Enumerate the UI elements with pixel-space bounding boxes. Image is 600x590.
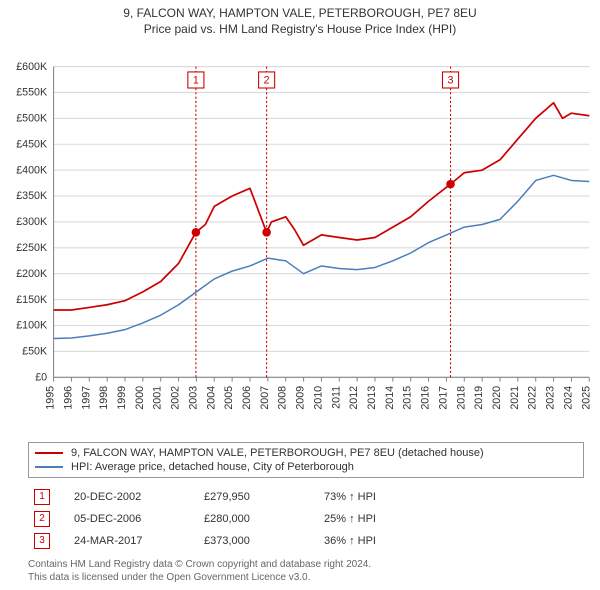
sale-price: £373,000	[198, 530, 318, 552]
sale-badge-2: 2	[34, 511, 50, 527]
svg-text:£200K: £200K	[16, 268, 48, 280]
title-line1: 9, FALCON WAY, HAMPTON VALE, PETERBOROUG…	[8, 6, 592, 20]
sale-price: £279,950	[198, 486, 318, 508]
footer-line2: This data is licensed under the Open Gov…	[28, 571, 584, 584]
footer: Contains HM Land Registry data © Crown c…	[28, 558, 584, 584]
svg-text:2004: 2004	[205, 386, 217, 410]
sale-badge-3: 3	[34, 533, 50, 549]
svg-text:2006: 2006	[241, 386, 253, 410]
svg-text:£300K: £300K	[16, 216, 48, 228]
svg-text:3: 3	[448, 75, 454, 87]
sales-table: 1 20-DEC-2002 £279,950 73% ↑ HPI 2 05-DE…	[28, 486, 584, 552]
legend: 9, FALCON WAY, HAMPTON VALE, PETERBOROUG…	[28, 442, 584, 478]
svg-text:2021: 2021	[509, 386, 521, 410]
title-line2: Price paid vs. HM Land Registry's House …	[8, 22, 592, 36]
svg-text:2009: 2009	[295, 386, 307, 410]
legend-swatch-property	[35, 452, 63, 454]
sale-row: 1 20-DEC-2002 £279,950 73% ↑ HPI	[28, 486, 584, 508]
svg-text:2003: 2003	[187, 386, 199, 410]
svg-text:2017: 2017	[437, 386, 449, 410]
svg-text:1996: 1996	[62, 386, 74, 410]
svg-text:£250K: £250K	[16, 242, 48, 254]
svg-text:£350K: £350K	[16, 190, 48, 202]
svg-text:2008: 2008	[277, 386, 289, 410]
svg-text:2001: 2001	[152, 386, 164, 410]
svg-text:1997: 1997	[80, 386, 92, 410]
svg-text:£0: £0	[35, 372, 47, 384]
svg-text:1999: 1999	[116, 386, 128, 410]
svg-text:£100K: £100K	[16, 320, 48, 332]
sale-badge-1: 1	[34, 489, 50, 505]
svg-text:2015: 2015	[402, 386, 414, 410]
svg-text:2007: 2007	[259, 386, 271, 410]
svg-text:2000: 2000	[134, 386, 146, 410]
svg-text:2019: 2019	[473, 386, 485, 410]
sale-date: 20-DEC-2002	[68, 486, 198, 508]
sale-pct: 25% ↑ HPI	[318, 508, 584, 530]
svg-text:£600K: £600K	[16, 61, 48, 73]
svg-text:2005: 2005	[223, 386, 235, 410]
sale-date: 05-DEC-2006	[68, 508, 198, 530]
svg-text:2013: 2013	[366, 386, 378, 410]
svg-text:£400K: £400K	[16, 164, 48, 176]
legend-label-hpi: HPI: Average price, detached house, City…	[71, 461, 354, 473]
chart-area: £0 £50K £100K £150K £200K £250K £300K £350K £400…	[0, 38, 600, 438]
svg-text:2022: 2022	[527, 386, 539, 410]
svg-text:2010: 2010	[312, 386, 324, 410]
legend-item-property: 9, FALCON WAY, HAMPTON VALE, PETERBOROUG…	[35, 446, 577, 460]
svg-text:£50K: £50K	[22, 346, 48, 358]
svg-text:2: 2	[264, 75, 270, 87]
svg-text:1995: 1995	[45, 386, 57, 410]
svg-text:2025: 2025	[580, 386, 592, 410]
sale-pct: 36% ↑ HPI	[318, 530, 584, 552]
sale-pct: 73% ↑ HPI	[318, 486, 584, 508]
page: 9, FALCON WAY, HAMPTON VALE, PETERBOROUG…	[0, 0, 600, 590]
legend-swatch-hpi	[35, 466, 63, 468]
svg-text:2016: 2016	[420, 386, 432, 410]
title-block: 9, FALCON WAY, HAMPTON VALE, PETERBOROUG…	[0, 0, 600, 38]
sale-row: 3 24-MAR-2017 £373,000 36% ↑ HPI	[28, 530, 584, 552]
svg-text:£150K: £150K	[16, 294, 48, 306]
svg-text:2018: 2018	[455, 386, 467, 410]
svg-text:2012: 2012	[348, 386, 360, 410]
svg-text:1998: 1998	[98, 386, 110, 410]
legend-item-hpi: HPI: Average price, detached house, City…	[35, 460, 577, 474]
svg-text:2024: 2024	[562, 386, 574, 410]
legend-label-property: 9, FALCON WAY, HAMPTON VALE, PETERBOROUG…	[71, 447, 484, 459]
price-chart: £0 £50K £100K £150K £200K £250K £300K £350K £400…	[0, 38, 600, 438]
svg-text:2002: 2002	[170, 386, 182, 410]
svg-text:£450K: £450K	[16, 138, 48, 150]
svg-text:2011: 2011	[330, 386, 342, 409]
svg-text:2020: 2020	[491, 386, 503, 410]
sale-row: 2 05-DEC-2006 £280,000 25% ↑ HPI	[28, 508, 584, 530]
sale-price: £280,000	[198, 508, 318, 530]
svg-text:£550K: £550K	[16, 87, 48, 99]
footer-line1: Contains HM Land Registry data © Crown c…	[28, 558, 584, 571]
svg-text:2023: 2023	[545, 386, 557, 410]
sale-date: 24-MAR-2017	[68, 530, 198, 552]
svg-text:1: 1	[193, 75, 199, 87]
svg-text:£500K: £500K	[16, 113, 48, 125]
svg-text:2014: 2014	[384, 386, 396, 410]
